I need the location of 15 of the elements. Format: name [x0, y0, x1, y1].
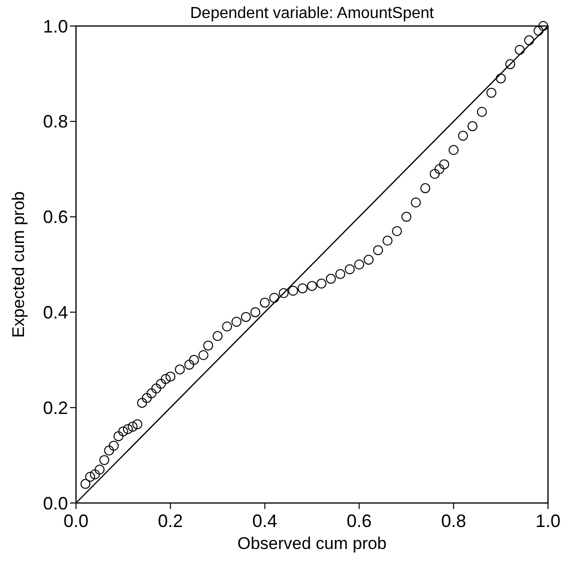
y-tick-label: 0.6	[42, 207, 68, 228]
x-tick-label: 1.0	[535, 511, 561, 531]
x-tick-label: 0.2	[158, 511, 183, 531]
y-tick-label: 0.2	[42, 398, 68, 418]
y-tick-label: 0.0	[42, 493, 68, 514]
x-tick-label: 0.6	[346, 511, 372, 531]
x-tick-label: 0.4	[252, 511, 278, 531]
x-tick-label: 0.0	[63, 511, 89, 531]
y-tick-label: 0.4	[42, 302, 68, 322]
y-axis-title: Expected cum prob	[9, 191, 28, 338]
x-tick-label: 0.8	[441, 511, 466, 531]
x-axis-title: Observed cum prob	[237, 534, 387, 553]
chart-title: Dependent variable: AmountSpent	[190, 5, 434, 22]
y-tick-label: 1.0	[42, 16, 68, 36]
y-tick-label: 0.8	[42, 112, 68, 132]
